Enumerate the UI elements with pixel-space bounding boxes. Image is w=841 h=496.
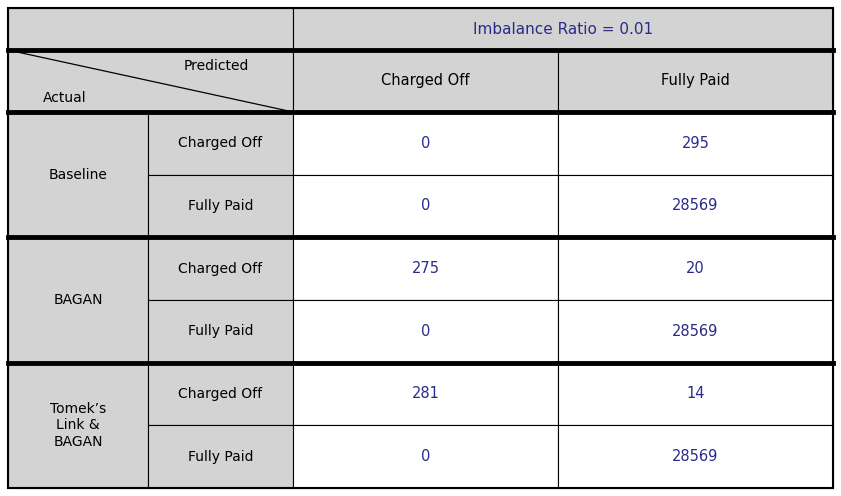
Text: Charged Off: Charged Off [178, 136, 262, 150]
Bar [148, 112, 293, 175]
Bar [293, 363, 558, 426]
Text: Fully Paid: Fully Paid [188, 324, 253, 338]
Text: Fully Paid: Fully Paid [661, 73, 730, 88]
Text: Baseline: Baseline [49, 168, 108, 182]
Text: 0: 0 [420, 198, 431, 213]
Text: Charged Off: Charged Off [178, 387, 262, 401]
Bar [8, 237, 148, 363]
Text: 0: 0 [420, 136, 431, 151]
Bar [8, 112, 148, 237]
Bar [148, 426, 293, 488]
Text: Predicted: Predicted [183, 59, 249, 72]
Bar [293, 8, 833, 50]
Bar [293, 112, 558, 175]
Text: Charged Off: Charged Off [381, 73, 470, 88]
Text: 20: 20 [686, 261, 705, 276]
Text: Imbalance Ratio = 0.01: Imbalance Ratio = 0.01 [473, 21, 653, 37]
Bar [558, 50, 833, 112]
Text: Fully Paid: Fully Paid [188, 450, 253, 464]
Bar [293, 50, 558, 112]
Text: Actual: Actual [43, 91, 87, 105]
Bar [148, 175, 293, 237]
Text: 28569: 28569 [672, 324, 719, 339]
Bar [8, 50, 293, 112]
Text: 0: 0 [420, 324, 431, 339]
Bar [558, 300, 833, 363]
Bar [148, 237, 293, 300]
Bar [293, 300, 558, 363]
Bar [8, 8, 293, 50]
Bar [148, 300, 293, 363]
Bar [293, 237, 558, 300]
Text: 28569: 28569 [672, 449, 719, 464]
Bar [8, 363, 148, 488]
Text: Charged Off: Charged Off [178, 262, 262, 276]
Text: Tomek’s
Link &
BAGAN: Tomek’s Link & BAGAN [50, 402, 106, 448]
Bar [558, 426, 833, 488]
Bar [558, 112, 833, 175]
Text: 14: 14 [686, 386, 705, 401]
Bar [558, 237, 833, 300]
Text: 281: 281 [411, 386, 440, 401]
Bar [558, 363, 833, 426]
Text: BAGAN: BAGAN [53, 293, 103, 307]
Text: Fully Paid: Fully Paid [188, 199, 253, 213]
Bar [558, 175, 833, 237]
Text: 275: 275 [411, 261, 440, 276]
Text: 295: 295 [681, 136, 710, 151]
Text: 28569: 28569 [672, 198, 719, 213]
Text: 0: 0 [420, 449, 431, 464]
Bar [148, 363, 293, 426]
Bar [293, 175, 558, 237]
Bar [293, 426, 558, 488]
